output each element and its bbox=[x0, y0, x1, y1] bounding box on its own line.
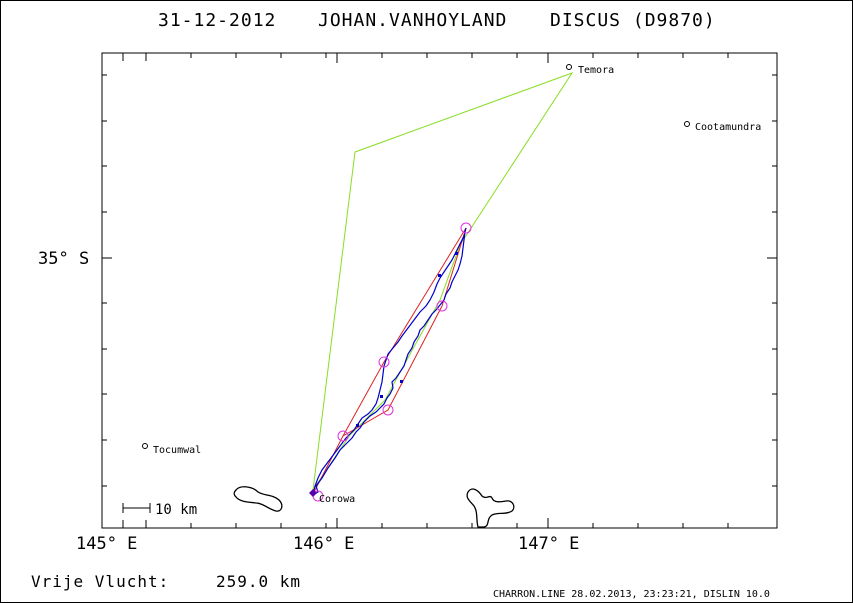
x-label-145: 145° E bbox=[76, 534, 137, 554]
town-cootamundra-label: Cootamundra bbox=[695, 122, 761, 133]
town-temora-dot bbox=[566, 64, 572, 70]
turnpoint-1 bbox=[460, 222, 472, 234]
flight-type-label: Vrije Vlucht: bbox=[31, 572, 169, 591]
town-tocumwal-dot bbox=[142, 443, 148, 449]
y-ticks bbox=[102, 74, 777, 487]
turnpoint-markers bbox=[312, 222, 472, 502]
turnpoint-4 bbox=[382, 404, 394, 416]
plot-area bbox=[101, 52, 778, 529]
title-glider: DISCUS (D9870) bbox=[550, 10, 716, 31]
title-date: 31-12-2012 bbox=[158, 10, 276, 31]
town-tocumwal-label: Tocumwal bbox=[153, 445, 201, 456]
turnpoint-5 bbox=[337, 430, 349, 442]
x-ticks bbox=[122, 53, 729, 528]
town-cootamundra-dot bbox=[684, 121, 690, 127]
gps-track-fixes bbox=[356, 252, 458, 427]
scale-bar-label: 10 km bbox=[155, 502, 197, 518]
lake-outline-east bbox=[466, 488, 515, 528]
town-temora-label: Temora bbox=[578, 65, 614, 76]
turnpoint-2 bbox=[436, 300, 448, 312]
lake-outline-west bbox=[233, 486, 283, 512]
gps-track bbox=[312, 227, 467, 496]
software-credit: CHARRON.LINE 28.02.2013, 23:23:21, DISLI… bbox=[493, 589, 770, 600]
flight-distance: 259.0 km bbox=[216, 572, 301, 591]
declared-task-route bbox=[312, 72, 574, 491]
scale-bar bbox=[122, 503, 151, 513]
flown-task-route bbox=[312, 227, 467, 495]
y-label-35s: 35° S bbox=[38, 249, 89, 269]
town-corowa-label: Corowa bbox=[319, 494, 355, 505]
title-pilot: JOHAN.VANHOYLAND bbox=[318, 10, 507, 31]
x-label-147: 147° E bbox=[518, 534, 579, 554]
start-marker bbox=[309, 489, 317, 497]
x-label-146: 146° E bbox=[293, 534, 354, 554]
turnpoint-3 bbox=[378, 356, 390, 368]
